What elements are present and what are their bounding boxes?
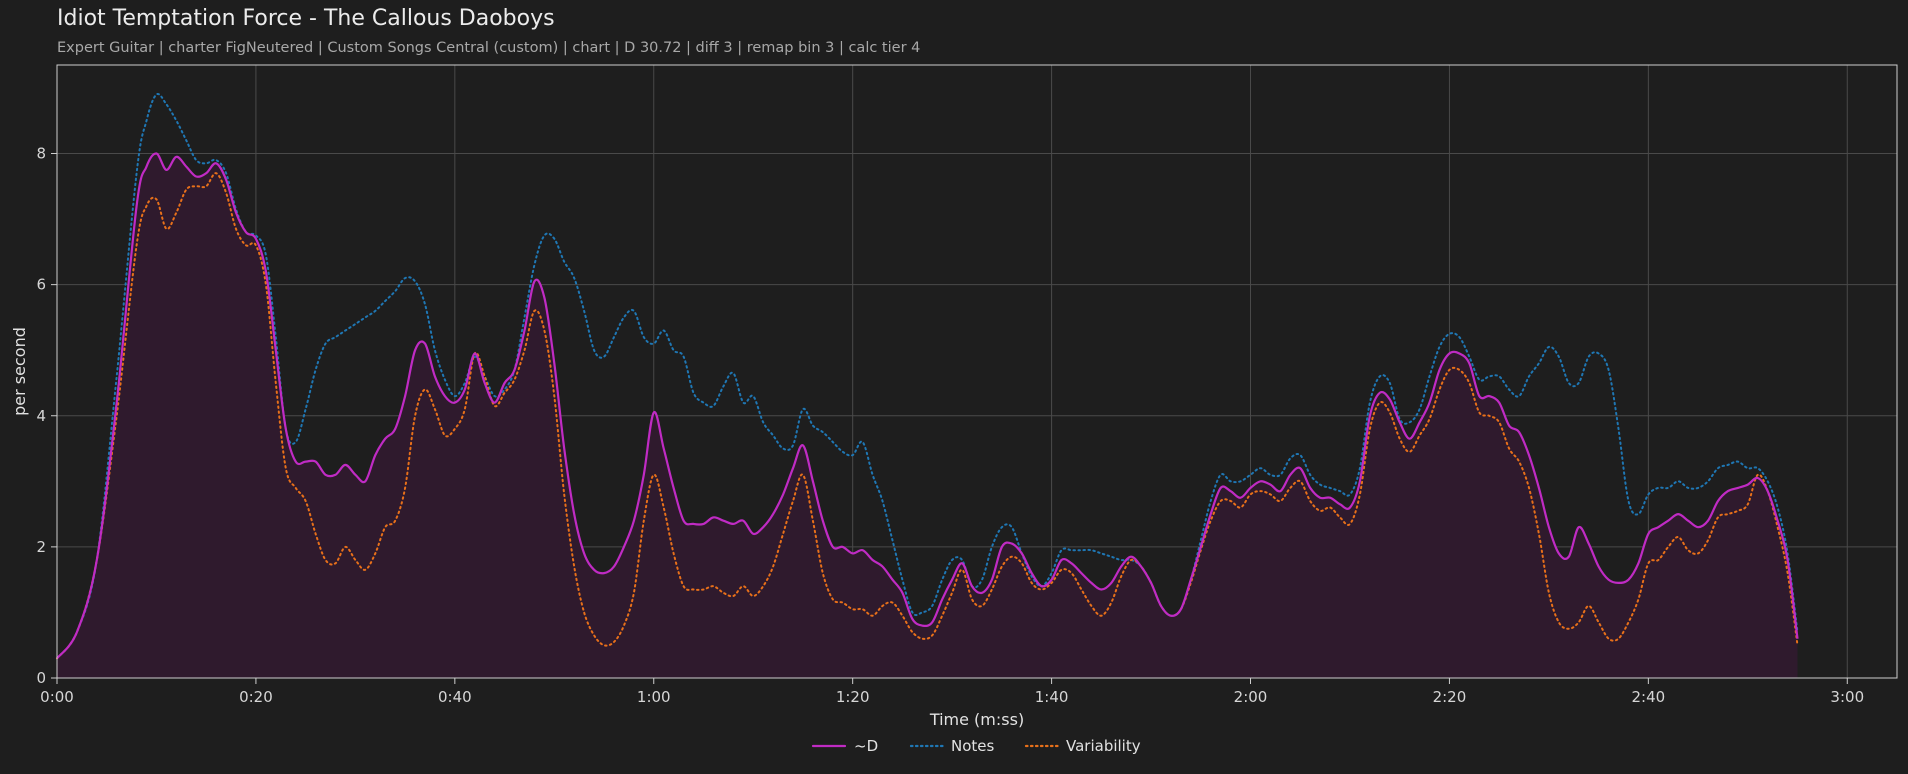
x-axis-ticks: 0:00 0:20 0:40 1:00 1:20 1:40 2:00 2:20 2:40 3:00	[40, 678, 1864, 706]
x-tick-label: 1:40	[1035, 688, 1069, 706]
y-tick-label: 0	[36, 669, 46, 687]
y-axis-label: per second	[10, 327, 29, 416]
legend-label: Notes	[951, 737, 995, 755]
y-tick-label: 2	[36, 538, 46, 556]
x-tick-label: 0:00	[40, 688, 74, 706]
x-tick-label: 0:20	[239, 688, 273, 706]
variability-series-line	[56, 172, 1799, 660]
x-tick-label: 2:40	[1632, 688, 1666, 706]
chart-subtitle: Expert Guitar | charter FigNeutered | Cu…	[57, 40, 921, 56]
x-tick-label: 1:20	[836, 688, 870, 706]
y-tick-label: 6	[36, 276, 46, 294]
legend-label: ~D	[854, 737, 878, 755]
legend-label: Variability	[1066, 737, 1141, 755]
x-tick-label: 2:20	[1433, 688, 1467, 706]
x-tick-label: 3:00	[1830, 688, 1864, 706]
d-series-line	[56, 152, 1799, 660]
plot-frame	[56, 64, 1898, 679]
d-area-fill	[57, 153, 1798, 679]
notes-series-line	[56, 92, 1799, 660]
legend: ~D Notes Variability	[811, 737, 1141, 755]
x-tick-label: 0:40	[438, 688, 472, 706]
y-tick-label: 4	[36, 407, 46, 425]
y-tick-label: 8	[36, 145, 46, 163]
x-axis-label: Time (m:ss)	[929, 710, 1024, 729]
chart-title: Idiot Temptation Force - The Callous Dao…	[57, 6, 555, 31]
y-axis-ticks: 0 2 4 6 8	[36, 145, 57, 687]
x-tick-label: 1:00	[637, 688, 671, 706]
x-tick-label: 2:00	[1234, 688, 1268, 706]
